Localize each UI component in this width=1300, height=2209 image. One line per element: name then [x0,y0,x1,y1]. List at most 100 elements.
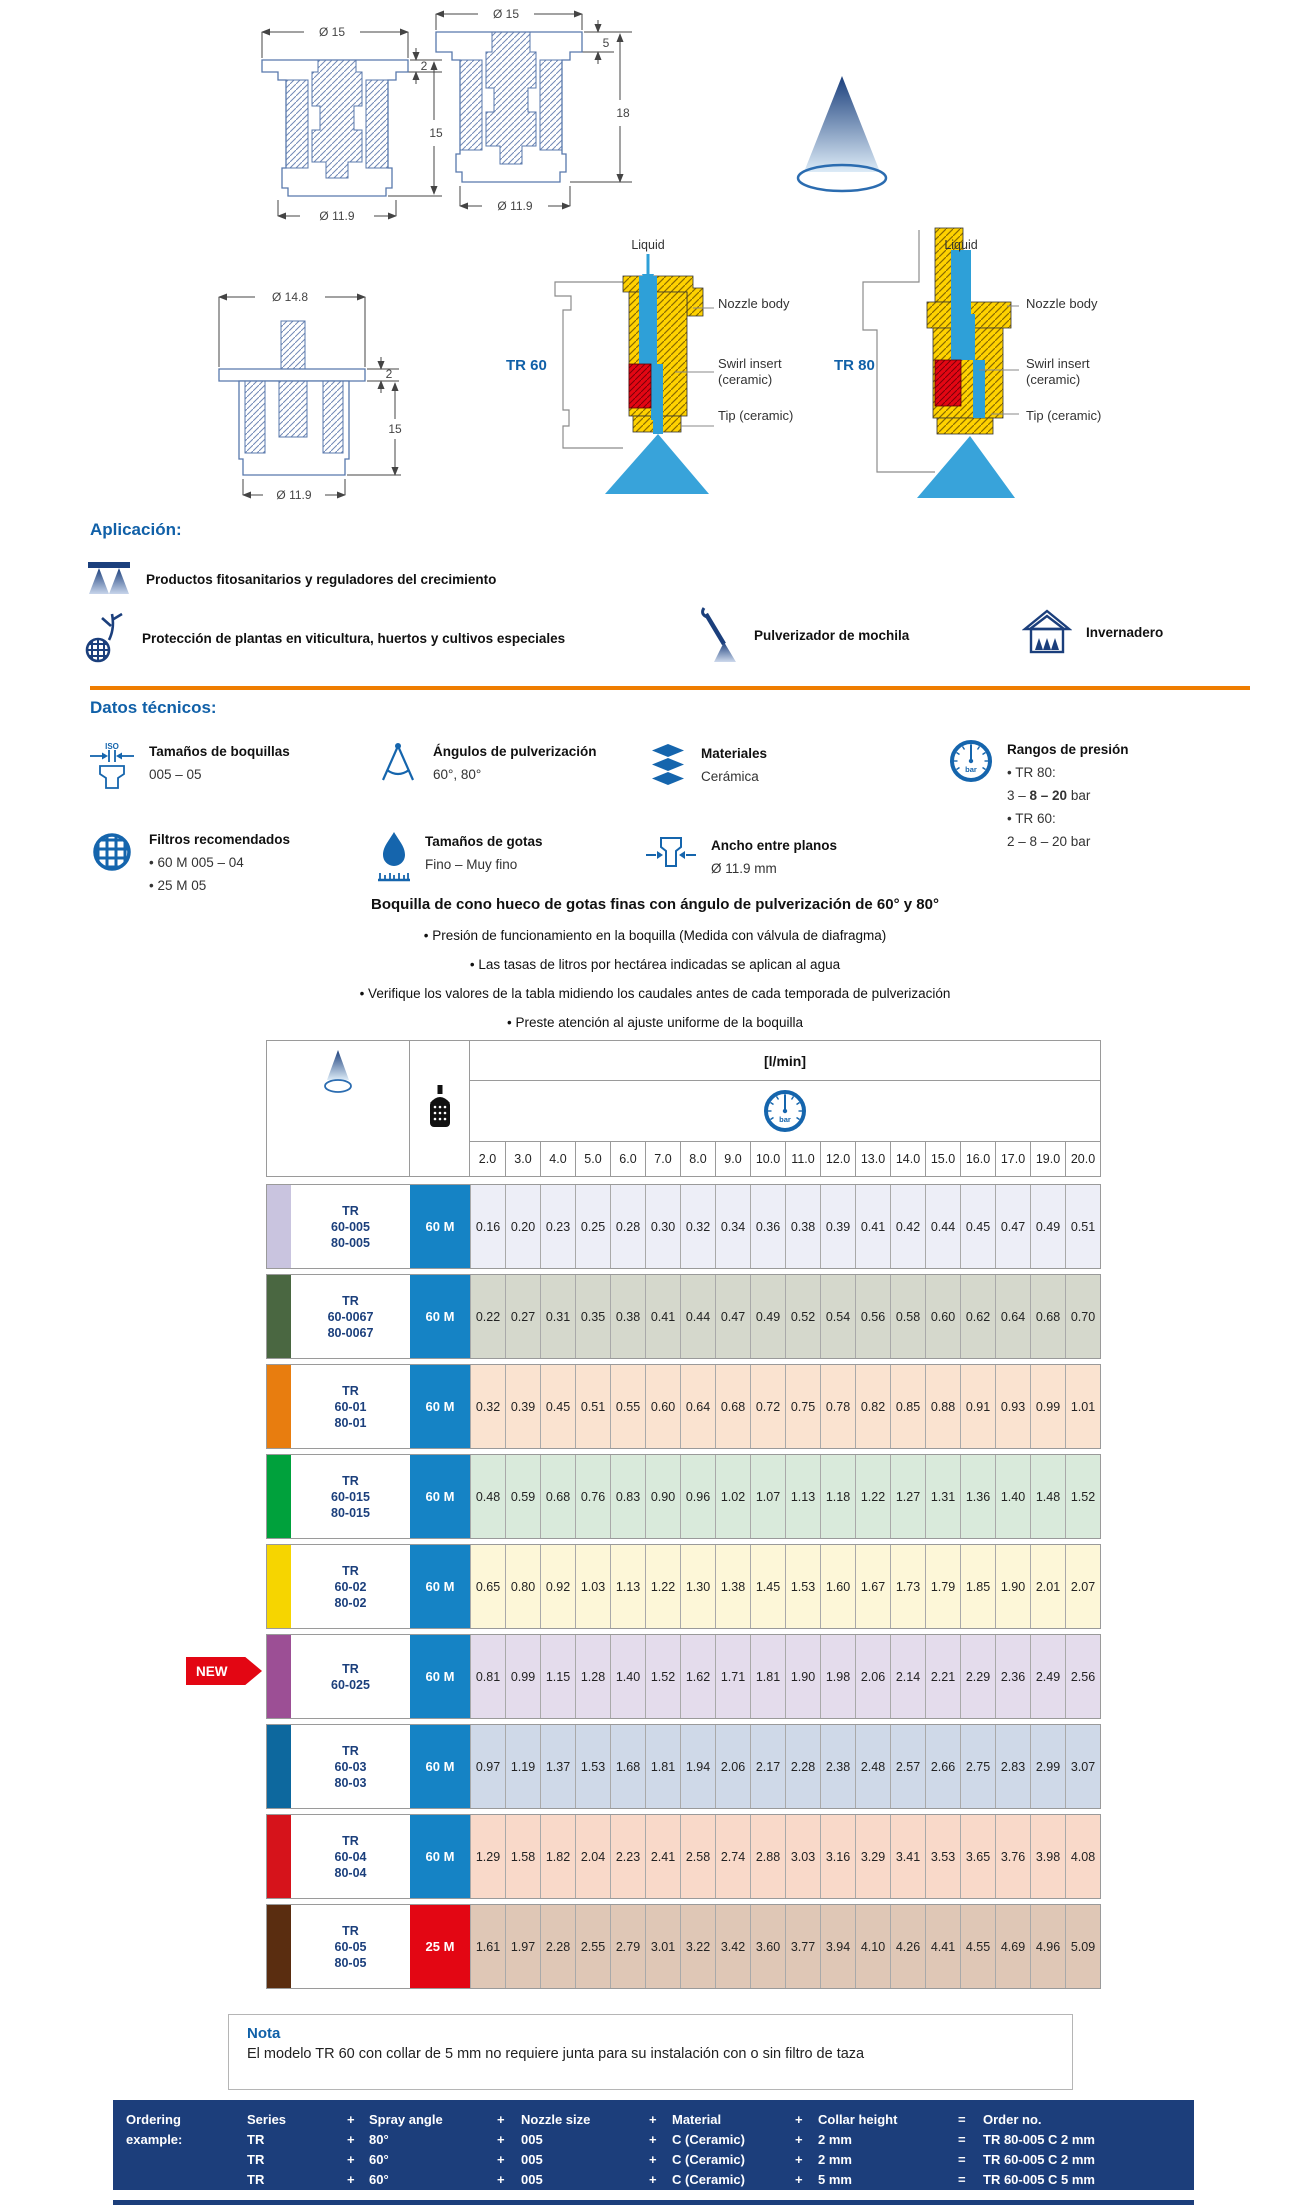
nozzle-model-cell: TR 60-005 80-005 [291,1185,410,1268]
pressure-header-cell: 12.0 [820,1142,855,1176]
dim-label-diameter-top: Ø 15 [493,7,519,21]
application-item: Productos fitosanitarios y reguladores d… [86,560,496,598]
flow-value-cell: 0.52 [785,1275,820,1358]
ordering-order-no: TR 60-005 C 5 mm [983,2172,1095,2187]
flow-table-row: TR 60-05 80-05 25 M 1.61 1.97 2.28 2.55 2.79 3.01… [266,1904,1101,1989]
flow-table-row: TR 60-04 80-04 60 M 1.29 1.58 1.82 2.04 2.23 2.41… [266,1814,1101,1899]
flow-value-cell: 1.52 [1065,1455,1100,1538]
flow-value-cell: 2.48 [855,1725,890,1808]
dim-label-diameter-top: Ø 15 [319,25,345,39]
flow-table-rows: TR 60-005 80-005 60 M 0.16 0.20 0.23 0.25 0.28 0.… [266,1184,1101,1994]
filter-badge: 60 M [410,1275,470,1358]
flow-value-cell: 0.85 [890,1365,925,1448]
flow-value-cell: 0.60 [645,1365,680,1448]
flow-value-cell: 1.52 [645,1635,680,1718]
tr80-label: TR 80 [834,357,875,374]
bar-text: bar [779,1115,791,1124]
series-color-strip [267,1185,291,1268]
flow-value-cell: 0.64 [995,1275,1030,1358]
equals-sign: = [958,2152,966,2167]
flow-value-cell: 2.17 [750,1725,785,1808]
dim-label-collar: 5 [603,36,610,50]
flow-value-cell: 2.07 [1065,1545,1100,1628]
flow-value-cell: 0.96 [680,1455,715,1538]
flow-value-cell: 0.49 [750,1275,785,1358]
nozzle-model-cell: TR 60-015 80-015 [291,1455,410,1538]
flow-value-cell: 1.60 [820,1545,855,1628]
series-color-strip [267,1275,291,1358]
flow-value-cell: 1.40 [995,1455,1030,1538]
ordering-spray-angle: 60° [369,2152,389,2167]
flow-value-cell: 0.70 [1065,1275,1100,1358]
flow-value-cell: 2.14 [890,1635,925,1718]
flow-value-cell: 0.28 [610,1185,645,1268]
nozzle-model-line: TR [342,1833,359,1848]
flow-value-cell: 0.68 [715,1365,750,1448]
application-label: Pulverizador de mochila [754,627,910,643]
flow-value-cell: 3.22 [680,1905,715,1988]
flow-value-cell: 0.35 [575,1275,610,1358]
flow-value-cell: 3.07 [1065,1725,1100,1808]
plus-sign: + [347,2152,355,2167]
flow-value-cell: 1.19 [505,1725,540,1808]
flow-value-cell: 1.01 [1065,1365,1100,1448]
filter-badge: 60 M [410,1545,470,1628]
flow-value-cell: 2.38 [820,1725,855,1808]
plus-sign: + [497,2152,505,2167]
flow-value-cell: 4.55 [960,1905,995,1988]
plus-sign: + [347,2112,355,2127]
orange-divider [90,686,1250,690]
flow-value-cell: 0.41 [855,1185,890,1268]
plus-sign: + [347,2132,355,2147]
pressure-header-cell: 15.0 [925,1142,960,1176]
flow-value-cell: 0.64 [680,1365,715,1448]
flow-value-cell: 2.06 [855,1635,890,1718]
equals-sign: = [958,2172,966,2187]
dim-label-collar: 2 [386,367,393,381]
flow-table-row: TR 60-02 80-02 60 M 0.65 0.80 0.92 1.03 1.13 1.22… [266,1544,1101,1629]
flow-value-cell: 1.81 [645,1725,680,1808]
tech-item-filters: Filtros recomendados • 60 M 005 – 04 • 2… [88,828,290,897]
pressure-header-cell: 13.0 [855,1142,890,1176]
nozzle-model-cell: TR 60-02 80-02 [291,1545,410,1628]
nozzle-model-line: 60-03 [334,1759,367,1774]
flow-value-cell: 1.85 [960,1545,995,1628]
tech-item-spray-angles: Ángulos de pulverización 60°, 80° [376,740,597,786]
flow-value-cell: 0.23 [540,1185,575,1268]
ordering-order-no: TR 80-005 C 2 mm [983,2132,1095,2147]
flow-value-cell: 2.57 [890,1725,925,1808]
tech-item-title: Ancho entre planos [711,838,838,853]
flow-value-cell: 4.41 [925,1905,960,1988]
nozzle-dimension-drawing-5mm: Ø 15 5 18 Ø 11.9 [435,7,632,213]
knapsack-sprayer-icon [701,607,736,662]
tech-item-title: Tamaños de boquillas [149,744,290,759]
pressure-range-tr80-value: 3 – 8 – 20 bar [1007,788,1091,803]
flow-value-cell: 0.92 [540,1545,575,1628]
flow-value-cell: 3.60 [750,1905,785,1988]
nozzle-model-line: 60-02 [334,1579,367,1594]
nozzle-model-line: 80-05 [334,1955,367,1970]
flow-value-cell: 2.04 [575,1815,610,1898]
filter-header-cell [410,1041,470,1176]
new-badge: NEW [186,1657,262,1685]
flow-value-cell: 0.32 [470,1365,505,1448]
dim-label-diameter-bottom: Ø 11.9 [319,209,354,223]
plus-sign: + [649,2152,657,2167]
application-label: Protección de plantas en viticultura, hu… [142,630,566,646]
ordering-example-label: Ordering [126,2112,181,2127]
flow-value-cell: 1.90 [785,1635,820,1718]
flow-value-cell: 2.28 [540,1905,575,1988]
flow-value-cell: 0.34 [715,1185,750,1268]
flow-value-cell: 0.88 [925,1365,960,1448]
flow-value-cell: 2.29 [960,1635,995,1718]
nozzle-model-line: 60-04 [334,1849,367,1864]
nozzle-model-cell: TR 60-03 80-03 [291,1725,410,1808]
tech-item-droplet-sizes: Tamaños de gotas Fino – Muy fino [376,830,543,884]
ordering-grid: Ordering Series + Spray angle + Nozzle size + M… [126,2110,1194,2190]
nozzle-model-line: TR [342,1563,359,1578]
dim-label-diameter-bottom: Ø 11.9 [497,199,532,213]
application-label: Productos fitosanitarios y reguladores d… [146,571,497,587]
pressure-header-cell: 6.0 [610,1142,645,1176]
viticulture-icon [85,612,123,663]
